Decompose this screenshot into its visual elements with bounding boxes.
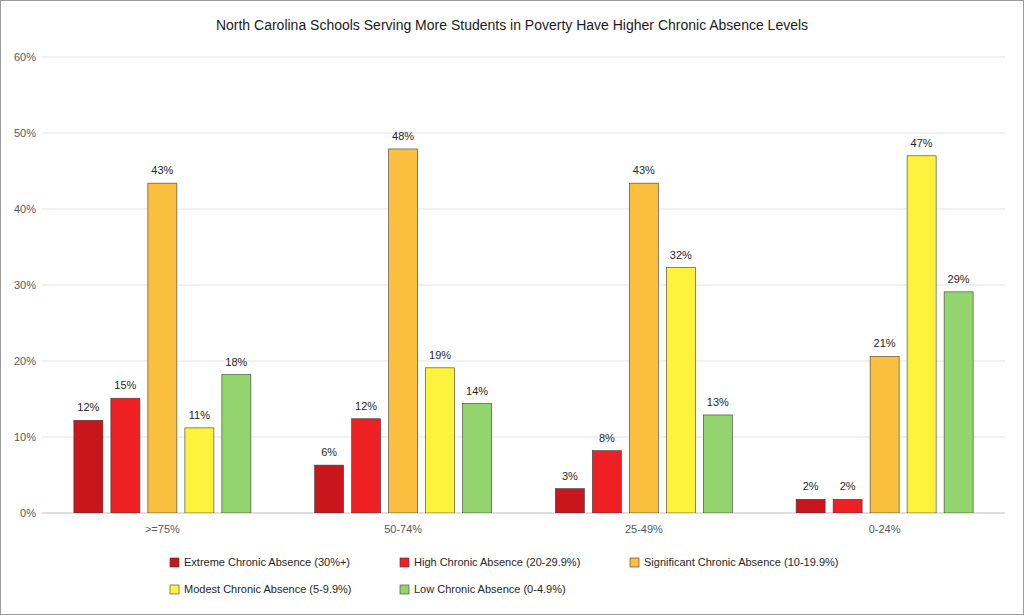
- data-label: 15%: [114, 379, 136, 391]
- data-label: 12%: [77, 401, 99, 413]
- bars: [74, 149, 973, 513]
- bar: [703, 415, 732, 513]
- y-tick-label: 20%: [14, 355, 36, 367]
- y-tick-label: 0%: [20, 507, 36, 519]
- legend-swatch: [170, 585, 179, 594]
- bar: [463, 404, 492, 513]
- data-label: 29%: [948, 273, 970, 285]
- data-label: 18%: [225, 356, 247, 368]
- bar: [629, 183, 658, 513]
- data-label: 19%: [429, 349, 451, 361]
- bar: [74, 420, 103, 513]
- legend-swatch: [170, 558, 179, 567]
- bar: [111, 398, 140, 513]
- legend-label: Significant Chronic Absence (10-19.9%): [644, 556, 838, 568]
- bar: [555, 489, 584, 513]
- data-label: 21%: [874, 337, 896, 349]
- grid-line: [42, 209, 1005, 210]
- data-label: 6%: [321, 446, 337, 458]
- grid-line: [42, 285, 1005, 286]
- y-tick-label: 30%: [14, 279, 36, 291]
- data-label: 13%: [707, 396, 729, 408]
- bar: [148, 183, 177, 513]
- data-label: 48%: [392, 130, 414, 142]
- data-label: 2%: [803, 480, 819, 492]
- data-label: 14%: [466, 385, 488, 397]
- data-label: 2%: [840, 480, 856, 492]
- bar: [666, 268, 695, 513]
- data-label: 43%: [633, 164, 655, 176]
- bar: [315, 465, 344, 513]
- legend-swatch: [400, 585, 409, 594]
- legend: Extreme Chronic Absence (30%+) High Chron…: [170, 556, 838, 595]
- x-tick-label: >=75%: [145, 523, 180, 535]
- grid-line: [42, 57, 1005, 58]
- bar: [907, 156, 936, 513]
- y-tick-label: 50%: [14, 127, 36, 139]
- x-tick-label: 50-74%: [384, 523, 422, 535]
- y-tick-label: 40%: [14, 203, 36, 215]
- legend-label: Modest Chronic Absence (5-9.9%): [184, 583, 352, 595]
- data-label: 47%: [911, 137, 933, 149]
- chart: North Carolina Schools Serving More Stud…: [0, 0, 1024, 615]
- bar: [833, 499, 862, 513]
- data-label: 8%: [599, 432, 615, 444]
- title: North Carolina Schools Serving More Stud…: [216, 17, 808, 33]
- grid-line: [42, 361, 1005, 362]
- data-label: 32%: [670, 249, 692, 261]
- data-label: 12%: [355, 400, 377, 412]
- y-tick-label: 10%: [14, 431, 36, 443]
- bar: [592, 451, 621, 513]
- grid-line: [42, 133, 1005, 134]
- bar: [185, 428, 214, 513]
- bar: [389, 149, 418, 513]
- legend-swatch: [630, 558, 639, 567]
- legend-label: Extreme Chronic Absence (30%+): [184, 556, 350, 568]
- data-labels: 12% 15% 43% 11% 18% 6% 12% 48% 19% 14% 3% 8% 43% 32% 1…: [77, 130, 969, 492]
- data-label: 11%: [189, 409, 210, 421]
- data-label: 3%: [562, 470, 578, 482]
- legend-swatch: [400, 558, 409, 567]
- bar: [944, 292, 973, 513]
- bar: [796, 499, 825, 513]
- x-tick-label: 0-24%: [869, 523, 901, 535]
- data-label: 43%: [151, 164, 173, 176]
- bar: [426, 368, 455, 513]
- bar: [870, 356, 899, 513]
- legend-label: High Chronic Absence (20-29.9%): [414, 556, 580, 568]
- bar: [222, 375, 251, 513]
- x-tick-label: 25-49%: [625, 523, 663, 535]
- y-tick-label: 60%: [14, 51, 36, 63]
- legend-label: Low Chronic Absence (0-4.9%): [414, 583, 566, 595]
- background: [1, 1, 1024, 615]
- bar: [352, 419, 381, 513]
